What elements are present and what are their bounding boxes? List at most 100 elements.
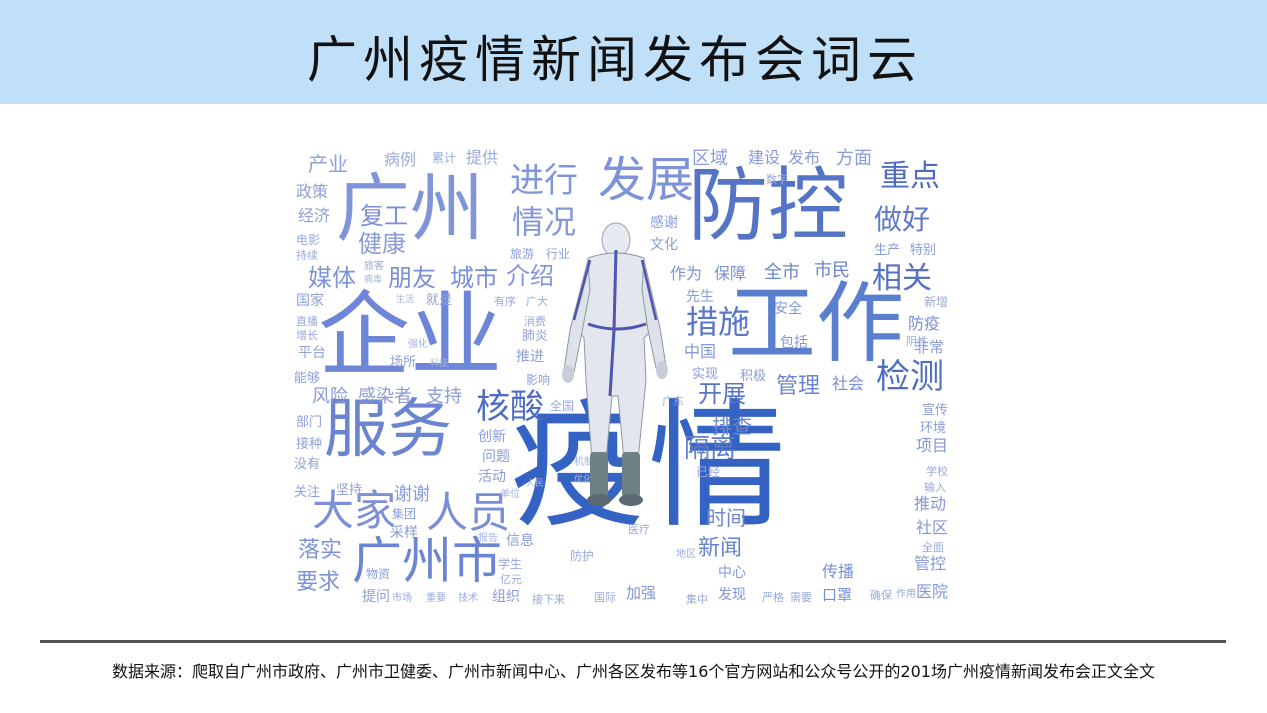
word-cloud-term: 情况 bbox=[512, 203, 577, 241]
word-cloud-term: 保障 bbox=[714, 264, 747, 283]
word-cloud-term: 集中 bbox=[686, 593, 708, 606]
word-cloud-term: 优化 bbox=[574, 475, 593, 485]
word-cloud-term: 要求 bbox=[296, 570, 341, 595]
word-cloud-term: 接下来 bbox=[532, 593, 565, 606]
word-cloud-term: 中心 bbox=[718, 565, 746, 581]
word-cloud-term: 作用 bbox=[896, 589, 916, 600]
word-cloud-term: 积极 bbox=[740, 369, 767, 384]
word-cloud-term: 工作 bbox=[728, 272, 905, 375]
word-cloud-term: 创新 bbox=[478, 429, 506, 445]
word-cloud-term: 肺炎 bbox=[522, 329, 549, 344]
word-cloud-term: 管控 bbox=[914, 554, 947, 573]
word-cloud-term: 防控 bbox=[688, 159, 848, 252]
word-cloud-term: 输入 bbox=[924, 481, 946, 494]
word-cloud-term: 政策 bbox=[296, 182, 329, 201]
word-cloud-term: 旅游 bbox=[510, 247, 535, 261]
word-cloud-term: 技术 bbox=[458, 593, 478, 604]
word-cloud-term: 亿元 bbox=[500, 573, 522, 586]
word-cloud-term: 接种 bbox=[296, 437, 323, 452]
word-cloud-term: 检测 bbox=[876, 357, 944, 397]
data-source-caption: 数据来源：爬取自广州市政府、广州市卫健委、广州市新闻中心、广州各区发布等16个官… bbox=[112, 662, 1155, 681]
word-cloud-term: 提问 bbox=[362, 589, 390, 605]
word-cloud-term: 坚持 bbox=[336, 483, 363, 498]
word-cloud-term: 医疗 bbox=[628, 523, 650, 536]
word-cloud-term: 严格 bbox=[762, 591, 784, 604]
word-cloud-term: 谢谢 bbox=[394, 484, 430, 505]
word-cloud: 疫情 企业 工作 防控 广州 服务 广州市 发展 大家 人员 检测 核酸 进行 … bbox=[288, 140, 956, 610]
word-cloud-term: 传播 bbox=[822, 562, 855, 581]
word-cloud-term: 服务 bbox=[324, 393, 452, 467]
word-cloud-term: 广州 bbox=[336, 166, 484, 252]
word-cloud-term: 推动 bbox=[914, 494, 947, 513]
word-cloud-term: 信息 bbox=[506, 533, 534, 549]
word-cloud-term: 累计 bbox=[432, 151, 457, 165]
word-cloud-term: 科技 bbox=[430, 359, 449, 369]
word-cloud-term: 持续 bbox=[296, 249, 318, 262]
word-cloud-term: 时间 bbox=[706, 506, 746, 530]
word-cloud-term: 社区 bbox=[916, 518, 949, 537]
word-cloud-term: 实现 bbox=[692, 367, 719, 382]
word-cloud-term: 强化 bbox=[408, 339, 428, 350]
word-cloud-term: 宣传 bbox=[922, 403, 949, 418]
word-cloud-term: 社会 bbox=[832, 374, 865, 393]
word-cloud-term: 活动 bbox=[478, 469, 506, 485]
word-cloud-term: 电影 bbox=[296, 233, 321, 247]
word-cloud-term: 重要 bbox=[426, 593, 446, 604]
word-cloud-term: 病毒 bbox=[364, 275, 383, 285]
word-cloud-term: 广大 bbox=[526, 295, 548, 308]
word-cloud-term: 组织 bbox=[492, 589, 520, 605]
divider-line bbox=[40, 640, 1226, 643]
word-cloud-term: 产业 bbox=[308, 152, 348, 176]
word-cloud-term: 新闻 bbox=[698, 536, 743, 561]
word-cloud-term: 进行 bbox=[510, 161, 578, 201]
word-cloud-term: 加强 bbox=[626, 584, 657, 602]
word-cloud-term: 区域 bbox=[692, 148, 728, 169]
word-cloud-term: 核酸 bbox=[476, 387, 544, 427]
word-cloud-term: 特别 bbox=[910, 243, 937, 258]
word-cloud-term: 先生 bbox=[686, 289, 714, 305]
word-cloud-term: 口罩 bbox=[822, 586, 853, 604]
word-cloud-term: 地区 bbox=[676, 549, 696, 560]
word-cloud-term: 消费 bbox=[524, 315, 546, 328]
word-cloud-term: 全面 bbox=[922, 541, 944, 554]
word-cloud-term: 需要 bbox=[790, 591, 812, 604]
word-cloud-term: 环境 bbox=[920, 421, 947, 436]
word-cloud-term: 文化 bbox=[650, 237, 678, 253]
word-cloud-term: 大家 bbox=[312, 486, 397, 535]
word-cloud-term: 企业 bbox=[318, 282, 503, 389]
word-cloud-term: 隔离 bbox=[684, 434, 737, 464]
word-cloud-term: 机制 bbox=[574, 457, 594, 468]
word-cloud-term: 建设 bbox=[748, 148, 781, 167]
word-cloud-term: 作为 bbox=[670, 264, 703, 283]
word-cloud-term: 健康 bbox=[358, 230, 406, 258]
word-cloud-term: 排查 bbox=[712, 414, 752, 438]
word-cloud-term: 数字 bbox=[766, 173, 788, 186]
word-cloud-term: 做好 bbox=[874, 203, 931, 236]
word-cloud-term: 行业 bbox=[546, 247, 571, 261]
word-cloud-term: 全市 bbox=[764, 262, 800, 283]
word-cloud-term: 医院 bbox=[916, 582, 949, 601]
word-cloud-term: 部门 bbox=[296, 415, 323, 430]
word-cloud-term: 采样 bbox=[390, 525, 418, 541]
word-cloud-term: 朋友 bbox=[388, 264, 436, 292]
word-cloud-term: 中国 bbox=[684, 342, 717, 361]
word-cloud-term: 安全 bbox=[774, 301, 802, 317]
word-cloud-term: 感谢 bbox=[650, 215, 678, 231]
word-cloud-term: 管理 bbox=[776, 374, 821, 399]
word-cloud-term: 没有 bbox=[294, 457, 321, 472]
word-cloud-term: 已经 bbox=[696, 465, 721, 479]
word-cloud-term: 发现 bbox=[718, 587, 746, 603]
word-cloud-term: 集团 bbox=[392, 507, 417, 521]
page-title: 广州疫情新闻发布会词云 bbox=[307, 31, 923, 89]
word-cloud-term: 复工 bbox=[360, 202, 408, 230]
word-cloud-term: 全国 bbox=[550, 399, 575, 413]
word-cloud-term: 介绍 bbox=[506, 262, 554, 290]
word-cloud-term: 国家 bbox=[296, 293, 324, 309]
word-cloud-term: 感染者 bbox=[358, 386, 412, 407]
word-cloud-term: 包括 bbox=[780, 335, 808, 351]
word-cloud-term: 问题 bbox=[482, 449, 510, 465]
word-cloud-term: 单位 bbox=[500, 489, 520, 500]
word-cloud-term: 生产 bbox=[874, 243, 901, 258]
word-cloud-term: 阴性 bbox=[906, 335, 928, 348]
medical-worker-illustration bbox=[562, 222, 668, 506]
